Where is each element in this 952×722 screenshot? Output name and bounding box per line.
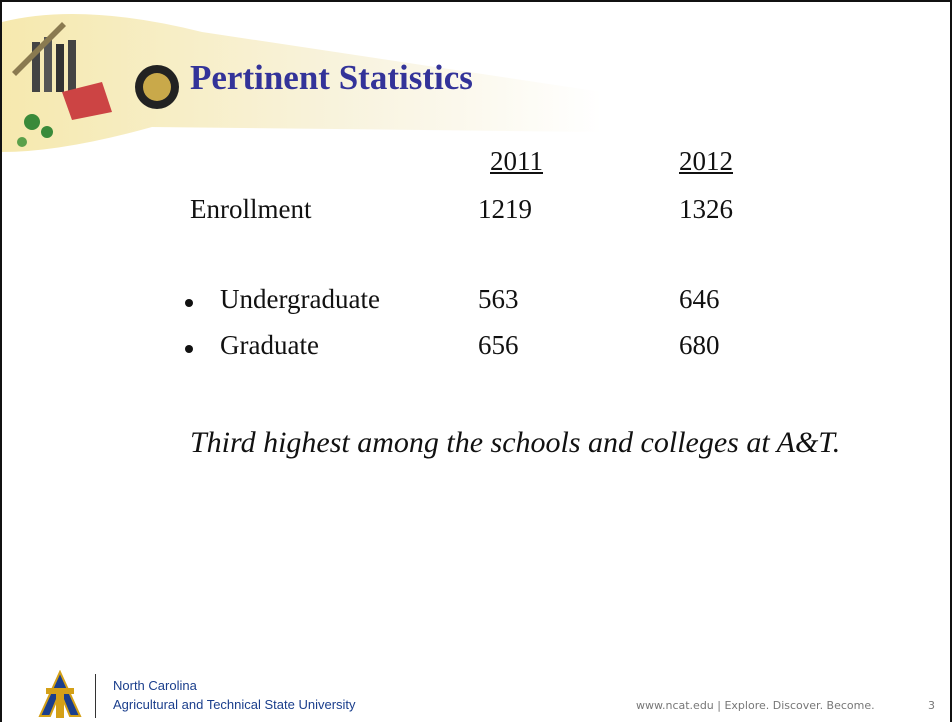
cell: 656 [478,330,519,360]
cell: 680 [679,330,720,360]
cell: 563 [478,284,519,314]
note: Third highest among the schools and coll… [190,426,841,459]
cell: 1326 [679,194,733,224]
bullet [185,345,193,353]
cell: 1219 [478,194,532,224]
divider [95,674,96,718]
university-line: North Carolina [113,678,197,693]
header-art [2,14,602,152]
row-label: Enrollment [190,194,312,224]
tagline: www.ncat.edu | Explore. Discover. Become… [636,699,875,712]
column-header: 2012 [679,146,733,176]
column-header: 2011 [490,146,543,176]
logo [38,670,82,718]
university-line: Agricultural and Technical State Univers… [113,697,356,712]
cell: 646 [679,284,720,314]
bullet [185,299,193,307]
row-label: Graduate [220,330,319,360]
slide-title: Pertinent Statistics [190,58,473,97]
row-label: Undergraduate [220,284,380,314]
page-number: 3 [928,699,935,712]
